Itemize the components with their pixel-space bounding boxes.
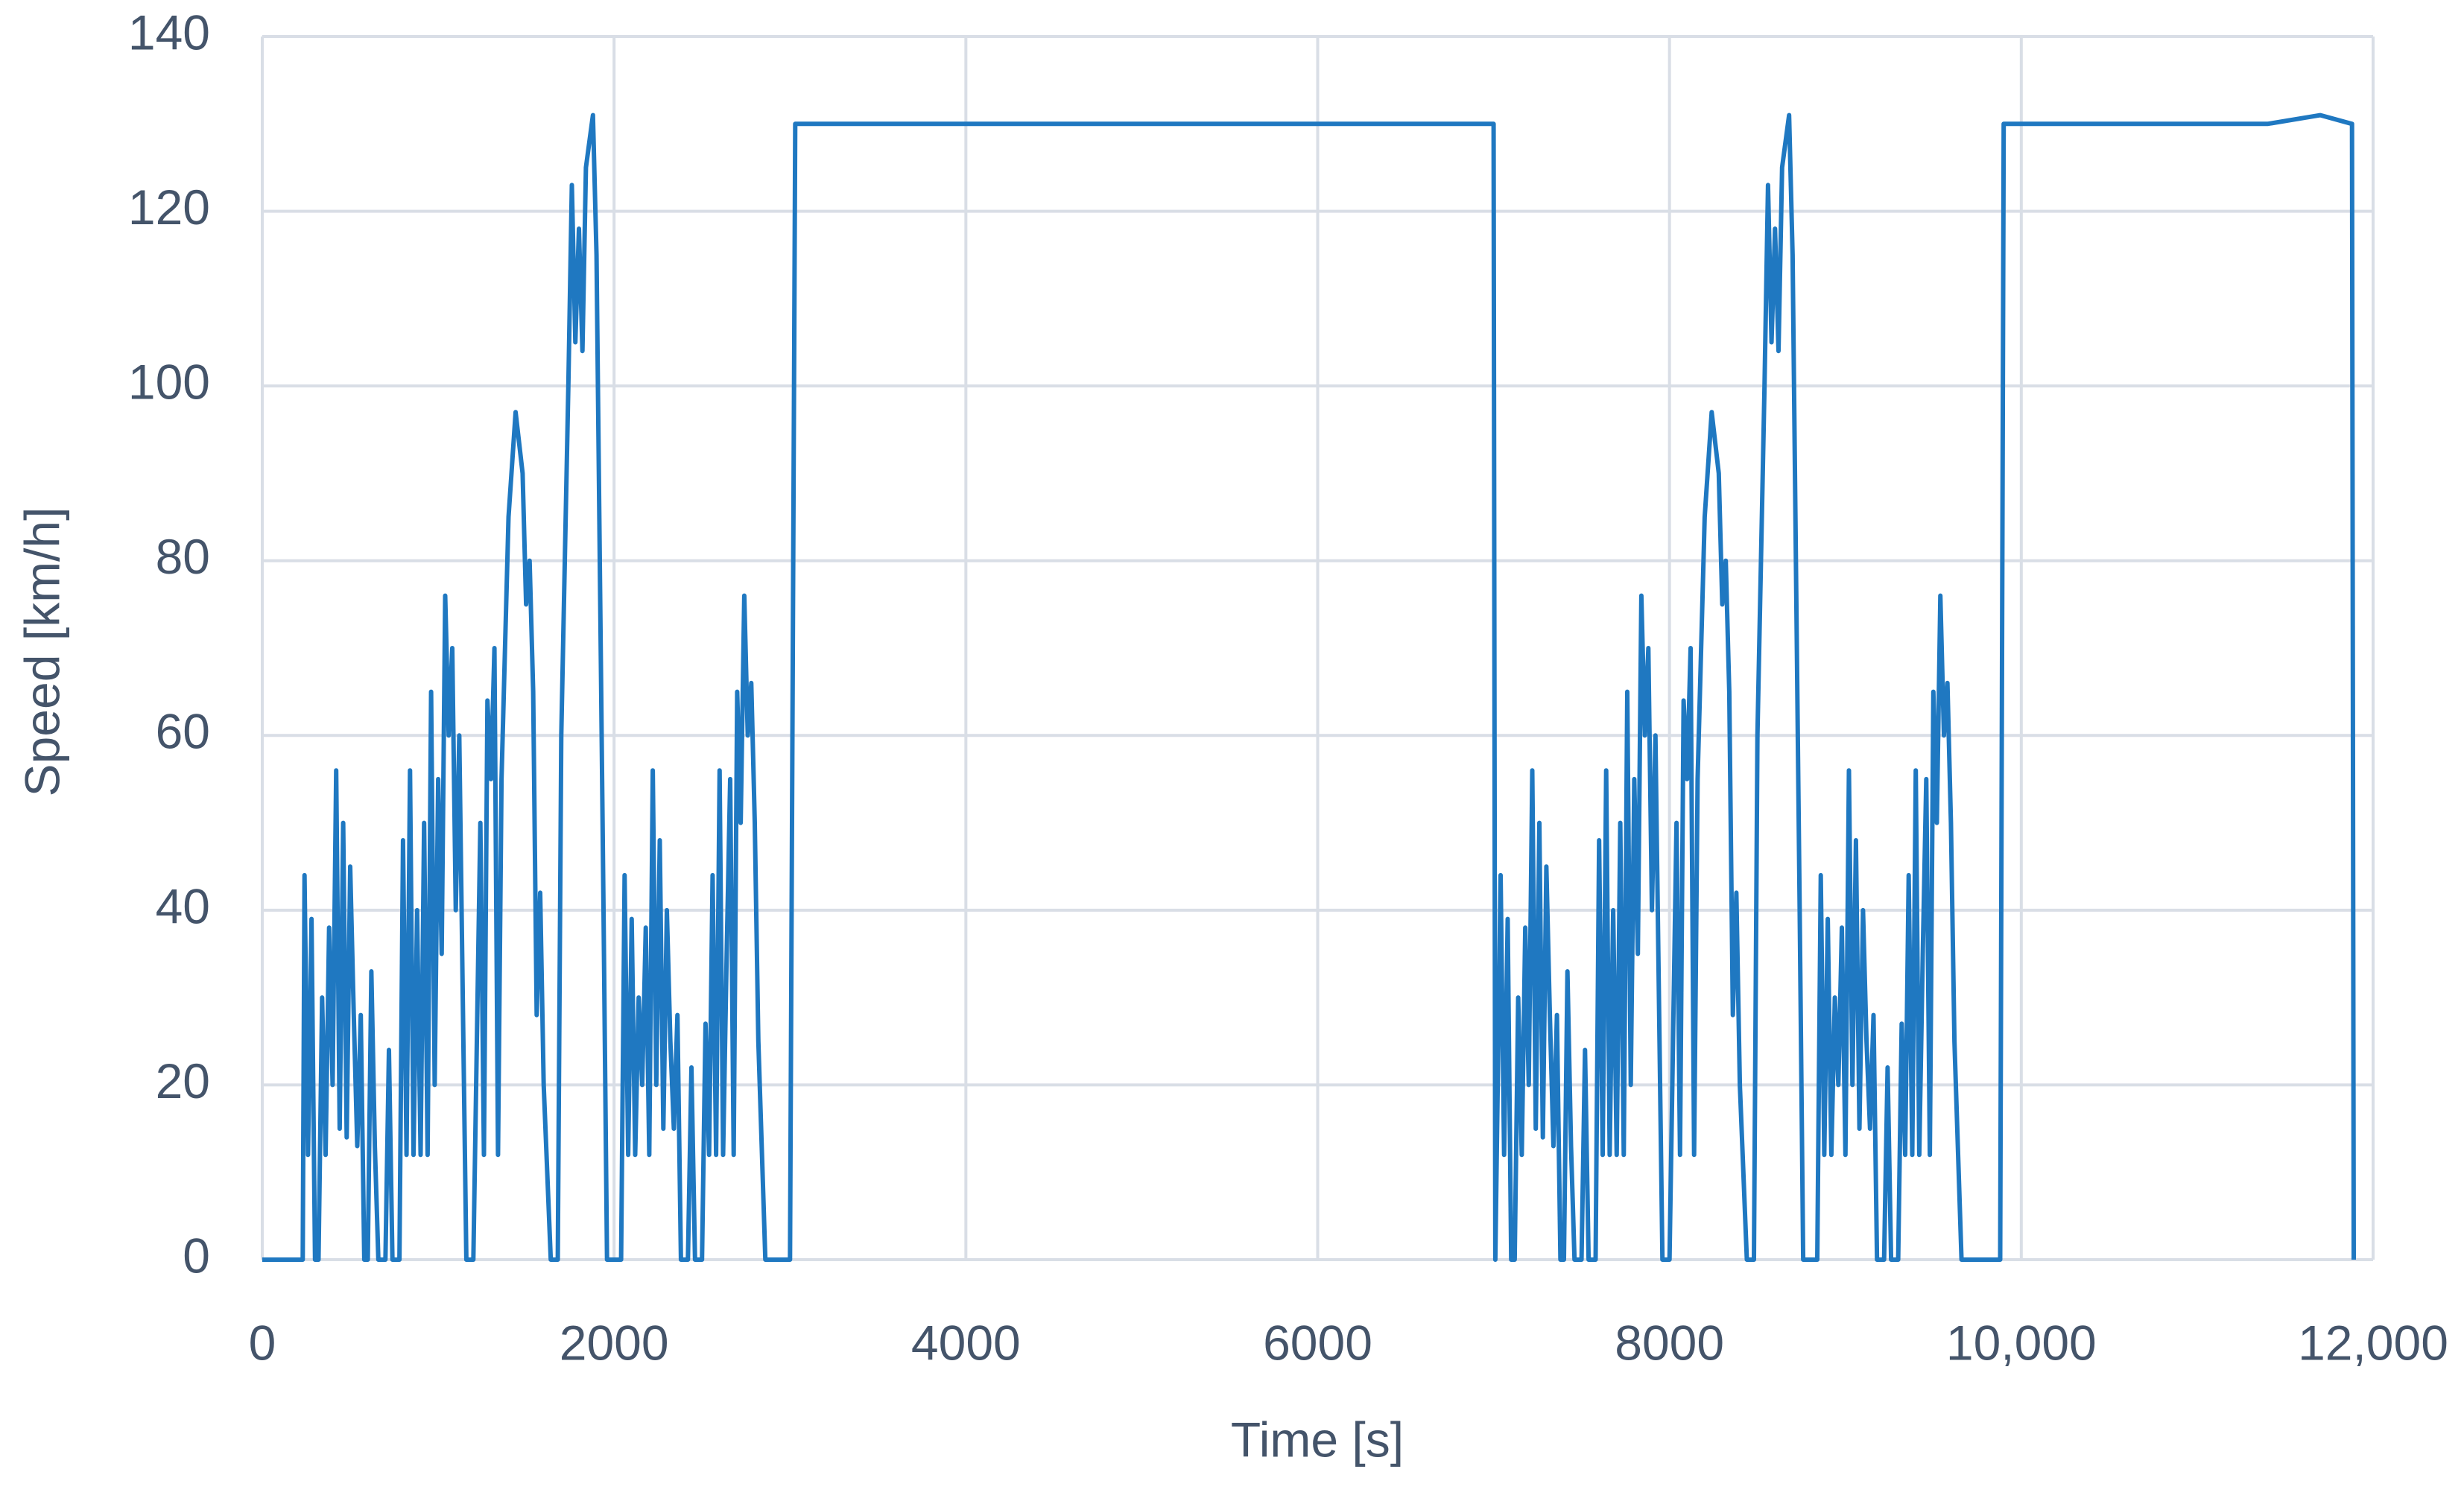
y-tick-label: 100 [128,355,210,410]
y-tick-label: 140 [128,4,210,60]
y-axis-title: Speed [km/h] [14,507,69,797]
y-tick-label: 0 [183,1228,210,1283]
x-tick-label: 2000 [560,1315,669,1370]
y-tick-label: 120 [128,180,210,235]
y-tick-label: 60 [156,704,210,759]
speed-line [262,112,2356,1262]
x-tick-label: 12,000 [2298,1315,2448,1370]
y-tick-label: 40 [156,878,210,933]
y-tick-label: 80 [156,529,210,584]
y-tick-label: 20 [156,1053,210,1108]
x-axis-title: Time [s] [1231,1412,1404,1467]
x-tick-label: 6000 [1263,1315,1372,1370]
x-tick-label: 0 [249,1315,276,1370]
x-tick-label: 8000 [1615,1315,1724,1370]
x-tick-label: 10,000 [1946,1315,2097,1370]
x-tick-label: 4000 [911,1315,1021,1370]
